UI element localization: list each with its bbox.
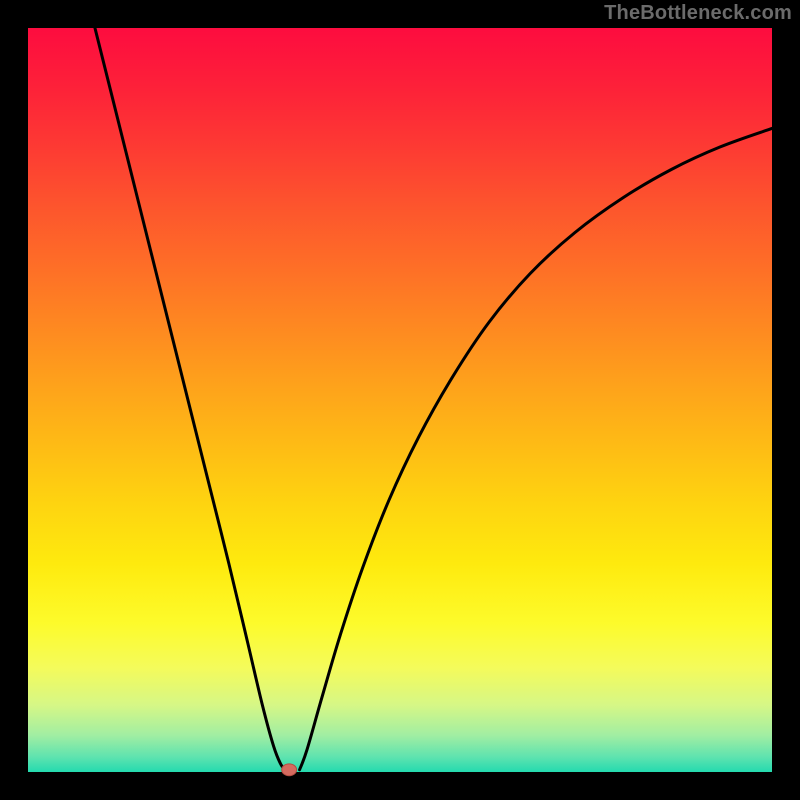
chart-container: TheBottleneck.com [0,0,800,800]
plot-gradient-background [28,28,772,772]
optimal-point-marker [282,764,297,776]
bottleneck-chart [0,0,800,800]
watermark-text: TheBottleneck.com [604,2,792,25]
